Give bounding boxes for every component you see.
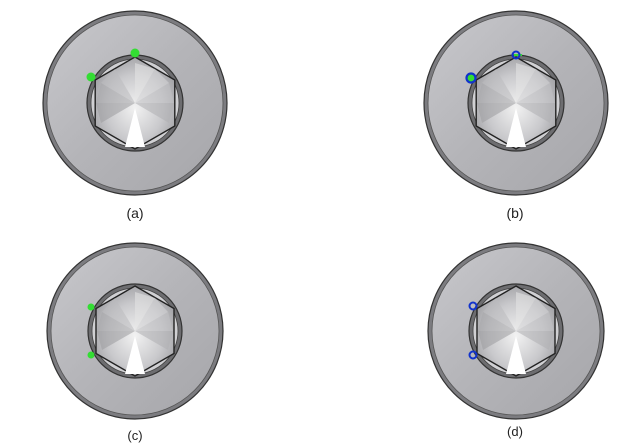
cone-facets (478, 292, 554, 350)
panel-caption-b: (b) (506, 205, 524, 221)
marker-ring (511, 50, 521, 60)
cone-highlight (125, 336, 145, 374)
marker-ring (468, 350, 478, 360)
marker-dot (86, 72, 96, 82)
cone-highlight (506, 108, 526, 147)
marker-dot (87, 303, 95, 311)
cone-highlight (506, 336, 526, 374)
marker-dot (87, 351, 95, 359)
cone-facets (96, 63, 174, 123)
bolt-panel-d (427, 242, 605, 420)
cone-facets (477, 63, 555, 123)
marker-ring (465, 72, 477, 84)
bolt-panel-c (46, 242, 224, 420)
cone-facets (97, 292, 173, 350)
panel-caption-c: (c) (127, 428, 143, 443)
marker-ring (468, 301, 478, 311)
panel-caption-d: (d) (507, 424, 523, 439)
panel-caption-a: (a) (126, 205, 144, 221)
cone-highlight (125, 108, 145, 147)
bolt-panel-a (42, 10, 228, 196)
marker-dot (130, 48, 140, 58)
bolt-panel-b (423, 10, 609, 196)
